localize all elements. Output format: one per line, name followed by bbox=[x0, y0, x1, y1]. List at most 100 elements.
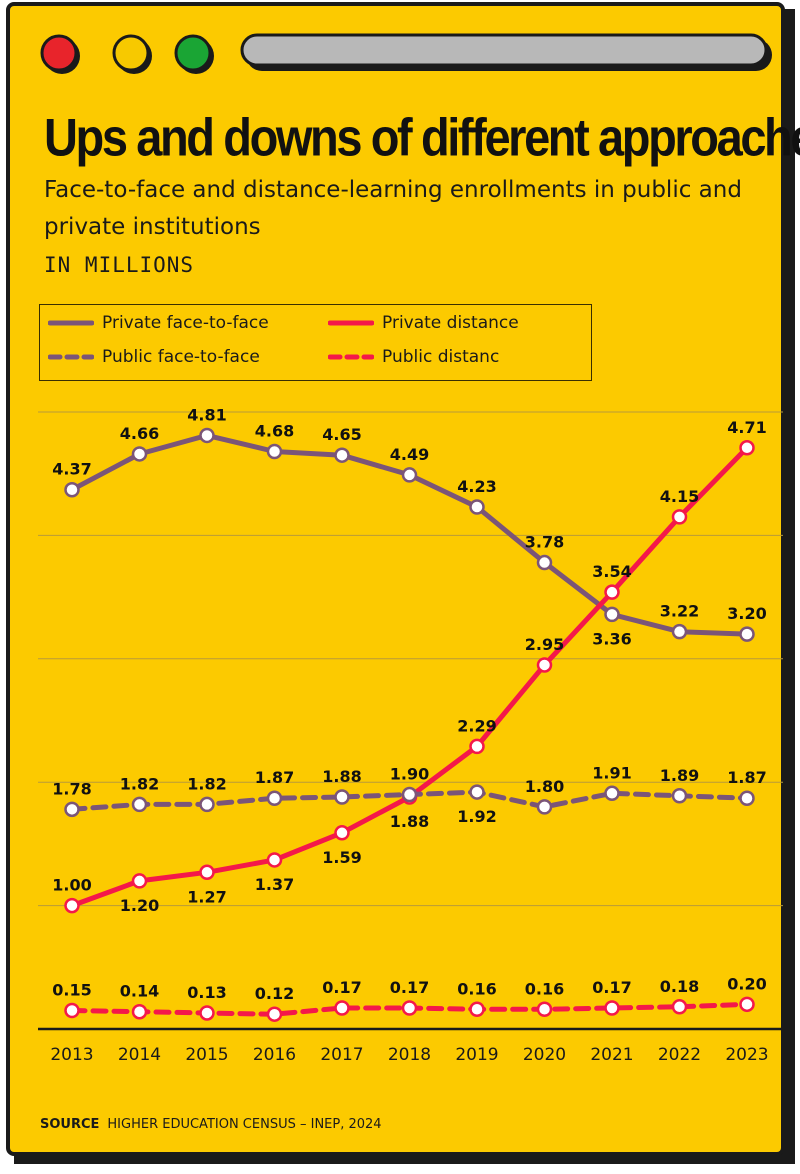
x-tick-label: 2017 bbox=[320, 1045, 363, 1065]
x-tick-label: 2020 bbox=[523, 1045, 566, 1065]
series-line bbox=[69, 432, 750, 637]
data-point bbox=[604, 785, 620, 802]
data-point bbox=[604, 606, 620, 623]
data-point bbox=[671, 999, 688, 1015]
data-point bbox=[469, 738, 485, 755]
legend-swatch-public-face-to-face bbox=[48, 354, 94, 360]
data-label: 4.49 bbox=[390, 445, 429, 464]
data-point bbox=[401, 1000, 418, 1016]
data-point bbox=[604, 584, 620, 600]
data-point bbox=[671, 623, 688, 640]
data-point bbox=[199, 796, 215, 813]
data-point bbox=[266, 1006, 283, 1022]
data-label-layer: 4.37 4.66 4.81 4.68 4.65 4.49 4.23 3.78 3.36 3.22… bbox=[52, 405, 766, 1003]
data-label: 1.88 bbox=[390, 812, 429, 831]
chart-legend: Private face-to-face Private distance Pu… bbox=[39, 304, 592, 381]
data-point bbox=[469, 784, 485, 800]
data-point bbox=[671, 788, 688, 804]
data-point bbox=[266, 852, 283, 868]
data-label: 1.90 bbox=[390, 765, 429, 784]
x-tick-label: 2014 bbox=[118, 1045, 161, 1065]
data-label: 1.87 bbox=[727, 768, 766, 787]
data-label: 1.92 bbox=[457, 807, 496, 826]
legend-label-public-face-to-face: Public face-to-face bbox=[102, 347, 260, 367]
data-label: 0.16 bbox=[525, 979, 564, 998]
x-tick-label: 2022 bbox=[658, 1045, 701, 1065]
data-label: 3.22 bbox=[660, 602, 699, 621]
chart-grid bbox=[38, 411, 783, 907]
address-bar[interactable] bbox=[240, 33, 768, 67]
data-label: 1.78 bbox=[52, 779, 91, 798]
close-window-button[interactable] bbox=[40, 34, 78, 72]
chart-title: Ups and downs of different approaches bbox=[44, 107, 800, 167]
data-point bbox=[334, 825, 350, 841]
data-label: 1.20 bbox=[120, 896, 159, 915]
data-point bbox=[131, 873, 148, 889]
x-tick-label: 2018 bbox=[388, 1045, 431, 1065]
data-label: 0.17 bbox=[322, 978, 361, 997]
maximize-window-button[interactable] bbox=[174, 34, 212, 72]
data-point bbox=[401, 786, 418, 803]
chart-subtitle: Face-to-face and distance-learning enrol… bbox=[44, 177, 742, 240]
frame-panel bbox=[6, 2, 785, 1156]
data-label: 0.14 bbox=[120, 982, 159, 1001]
data-label: 1.80 bbox=[525, 777, 564, 796]
source-text: HIGHER EDUCATION CENSUS – INEP, 2024 bbox=[107, 1117, 382, 1132]
data-label: 1.88 bbox=[322, 767, 361, 786]
data-point bbox=[334, 1000, 350, 1016]
data-point bbox=[536, 799, 553, 815]
data-point bbox=[199, 427, 215, 444]
data-point bbox=[199, 1005, 215, 1021]
data-label: 1.27 bbox=[187, 887, 226, 906]
data-point bbox=[536, 657, 553, 673]
legend-swatch-public-distance bbox=[328, 354, 374, 360]
data-label: 4.65 bbox=[322, 425, 361, 444]
data-label: 0.17 bbox=[592, 978, 631, 997]
data-point bbox=[401, 467, 418, 483]
series-line bbox=[69, 445, 750, 909]
x-axis-ticks: 2013 2014 2015 2016 2017 2018 2019 2020 2021 2022… bbox=[50, 1045, 768, 1065]
series-layer bbox=[64, 427, 755, 1022]
data-point bbox=[199, 864, 215, 881]
data-label: 3.36 bbox=[592, 629, 631, 648]
data-label: 0.15 bbox=[52, 980, 91, 999]
x-tick-label: 2019 bbox=[455, 1045, 498, 1065]
data-label: 0.18 bbox=[660, 977, 699, 996]
data-label: 2.95 bbox=[525, 635, 564, 654]
data-point bbox=[536, 554, 553, 571]
data-label: 1.59 bbox=[322, 848, 361, 867]
legend-label-public-distance: Public distanc bbox=[382, 347, 500, 367]
legend-swatch-private-distance bbox=[328, 320, 374, 326]
data-point bbox=[131, 1003, 148, 1020]
data-point bbox=[64, 801, 80, 818]
data-point bbox=[64, 897, 80, 914]
data-label: 0.20 bbox=[727, 974, 766, 993]
data-label: 3.20 bbox=[727, 604, 766, 623]
data-label: 4.37 bbox=[52, 460, 91, 479]
x-tick-label: 2021 bbox=[590, 1045, 633, 1065]
data-label: 1.89 bbox=[660, 766, 699, 785]
data-point bbox=[671, 509, 688, 525]
data-point bbox=[334, 789, 350, 805]
data-label: 4.81 bbox=[187, 405, 226, 424]
data-point bbox=[739, 996, 755, 1013]
source-note: SOURCE HIGHER EDUCATION CENSUS – INEP, 20… bbox=[40, 1117, 382, 1132]
data-label: 2.29 bbox=[457, 716, 496, 735]
x-tick-label: 2023 bbox=[725, 1045, 768, 1065]
unit-label: IN MILLIONS bbox=[44, 253, 195, 277]
minimize-window-button[interactable] bbox=[112, 34, 150, 72]
data-point bbox=[739, 790, 755, 806]
data-label: 4.66 bbox=[120, 424, 159, 443]
data-label: 1.91 bbox=[592, 763, 631, 782]
data-label: 1.00 bbox=[52, 876, 91, 895]
data-point bbox=[739, 440, 755, 456]
data-label: 4.23 bbox=[457, 477, 496, 496]
data-point bbox=[334, 447, 350, 463]
data-label: 0.17 bbox=[390, 978, 429, 997]
data-point bbox=[64, 481, 80, 498]
legend-label-private-face-to-face: Private face-to-face bbox=[102, 313, 269, 333]
data-label: 4.15 bbox=[660, 487, 699, 506]
data-label: 4.71 bbox=[727, 418, 766, 437]
